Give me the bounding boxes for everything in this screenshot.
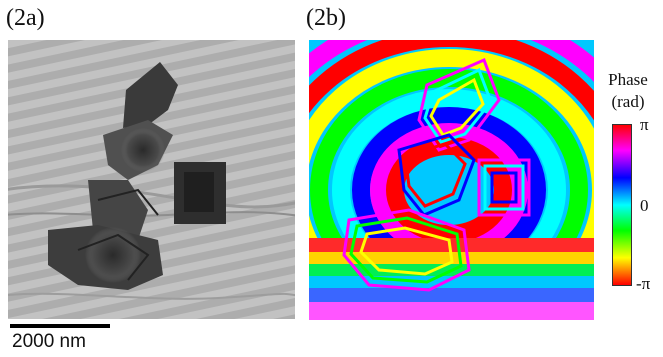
phase-map-image <box>309 40 594 320</box>
colorbar-tick-bottom: -π <box>636 274 651 293</box>
panel-b-label: (2b) <box>306 5 346 31</box>
colorbar-tick-middle: 0 <box>640 196 649 215</box>
colorbar-unit: (rad) <box>611 92 645 111</box>
phase-colorbar <box>612 124 632 286</box>
scale-bar <box>10 324 110 328</box>
phase-map-graphic <box>309 40 594 320</box>
micrograph-image <box>8 40 295 319</box>
panel-a-label: (2a) <box>6 5 45 31</box>
micrograph-graphic <box>8 40 295 319</box>
colorbar-tick-top: π <box>640 115 649 134</box>
colorbar-title: Phase <box>608 70 648 89</box>
scale-bar-label: 2000 nm <box>12 331 86 352</box>
